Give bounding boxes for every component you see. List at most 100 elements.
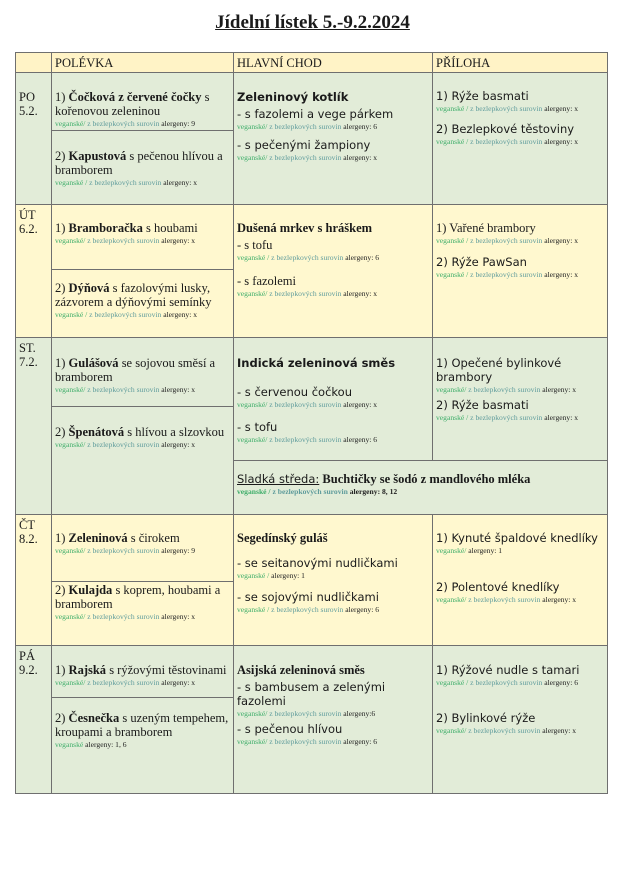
soup-text: 1) Rajská s rýžovými těstovinami — [55, 663, 229, 677]
diet-tags: veganské / z bezlepkových surovin alerge… — [237, 604, 430, 615]
side-text: 1) Rýžové nudle s tamari — [436, 663, 580, 677]
diet-tags: veganské / z bezlepkových surovin alerge… — [436, 412, 605, 423]
gluten-free-label: z bezlepkových surovin — [269, 153, 344, 162]
gluten-free-label: z bezlepkových surovin — [87, 612, 162, 621]
gluten-free-label: z bezlepkových surovin — [269, 289, 344, 298]
side-item: 2) Bezlepkové těstoviny veganské / z bezl… — [436, 122, 605, 147]
allergens-label: alergeny: x — [343, 153, 378, 162]
day-label: ÚT 6.2. — [19, 208, 38, 236]
vegan-label: veganské/ — [55, 678, 88, 687]
side-text: 2) Polentové knedlíky — [436, 580, 560, 594]
vegan-label: veganské / — [237, 571, 272, 580]
diet-tags: veganské / z bezlepkových surovin alerge… — [436, 103, 605, 114]
side-item: 2) Rýže PawSan veganské / z bezlepkových … — [436, 255, 605, 280]
main-dish-option: - s tofu veganské/ z bezlepkových surovin… — [237, 420, 430, 445]
main-dish-option: - s pečenými žampiony veganské/ z bezlepk… — [237, 138, 430, 163]
diet-tags: veganské / z bezlepkových surovin alerge… — [55, 177, 229, 188]
diet-tags: veganské/ z bezlepkových surovin alergen… — [55, 118, 229, 129]
day-cell — [15, 72, 52, 205]
gluten-free-label: z bezlepkových surovin — [470, 270, 545, 279]
side-item: 1) Kynuté špaldové knedlíky veganské/ ale… — [436, 531, 605, 556]
day-label: PO 5.2. — [19, 90, 38, 118]
gluten-free-label: z bezlepkových surovin — [87, 546, 162, 555]
gluten-free-label: z bezlepkových surovin — [271, 253, 346, 262]
vegan-label: veganské/ — [237, 122, 270, 131]
soup-cell — [51, 130, 234, 205]
soup-name: Gulášová — [68, 356, 119, 370]
diet-tags: veganské/ z bezlepkových surovin alergen… — [55, 545, 229, 556]
gluten-free-label: z bezlepkových surovin — [470, 413, 545, 422]
vegan-label: veganské / — [237, 605, 272, 614]
soup-text: 1) Gulášová se sojovou směsí a bramborem — [55, 356, 229, 384]
allergens-label: alergeny: x — [544, 236, 579, 245]
soup-item: 2) Špenátová s hlívou a slzovkou veganské… — [55, 425, 229, 450]
day-label: ST. 7.2. — [19, 341, 38, 369]
soup-number: 1) — [55, 221, 69, 235]
option-text: - s bambusem a zelenými fazolemi — [237, 680, 386, 708]
day-label: ČT 8.2. — [19, 518, 38, 546]
allergens-label: alergeny: 1 — [271, 571, 305, 580]
soup-cell — [51, 72, 234, 131]
soup-description: s uzeným tempehem, kroupami a bramborem — [55, 711, 229, 739]
soup-description: s kořenovou zeleninou — [55, 90, 210, 118]
sweet-dish: Buchtičky se šodó z mandlového mléka — [319, 472, 531, 486]
diet-tags: veganské / alergeny: 1 — [237, 570, 430, 581]
allergens-label: alergeny: x — [544, 270, 579, 279]
soup-item: 2) Dýňová s fazolovými lusky, zázvorem a… — [55, 281, 229, 320]
gluten-free-label: z bezlepkových surovin — [269, 400, 344, 409]
gluten-free-label: z bezlepkových surovin — [269, 122, 344, 131]
main-dish-title: Indická zeleninová směs — [237, 356, 396, 370]
side-item: 1) Opečené bylinkové brambory veganské/ z… — [436, 356, 605, 395]
allergens-label: alergeny: x — [163, 310, 198, 319]
day-label: PÁ 9.2. — [19, 649, 38, 677]
diet-tags: veganské/ z bezlepkových surovin alergen… — [237, 434, 430, 445]
side-item: 1) Rýžové nudle s tamari veganské / z bez… — [436, 663, 605, 688]
diet-tags: veganské/ z bezlepkových surovin alergen… — [237, 708, 430, 719]
soup-text: 2) Dýňová s fazolovými lusky, zázvorem a… — [55, 281, 229, 309]
gluten-free-label: z bezlepkových surovin — [87, 236, 162, 245]
main-cell — [233, 204, 433, 338]
soup-description: s koprem, houbami a bramborem — [55, 583, 221, 611]
vegan-label: veganské/ — [237, 435, 270, 444]
vegan-label: veganské / — [237, 487, 273, 496]
diet-tags: veganské / z bezlepkových surovin alerge… — [436, 136, 605, 147]
day-cell — [15, 337, 52, 515]
option-text: - se sojovými nudličkami — [237, 590, 379, 604]
column-header-side: PŘÍLOHA — [436, 56, 491, 70]
soup-item: 2) Česnečka s uzeným tempehem, kroupami … — [55, 711, 229, 750]
sweet-label: Sladká středa: — [237, 472, 320, 486]
gluten-free-label: z bezlepkových surovin — [269, 737, 344, 746]
vegan-label: veganské / — [436, 236, 471, 245]
day-cell — [15, 645, 52, 794]
allergens-label: alergeny: x — [544, 413, 579, 422]
soup-description: s pečenou hlívou a bramborem — [55, 149, 223, 177]
soup-cell — [51, 697, 234, 794]
day-date: 6.2. — [19, 222, 38, 236]
option-text: - s červenou čočkou — [237, 385, 352, 399]
side-item: 1) Rýže basmati veganské / z bezlepkových… — [436, 89, 605, 114]
main-dish-option: - s červenou čočkou veganské/ z bezlepkov… — [237, 385, 430, 410]
soup-item: 1) Gulášová se sojovou směsí a bramborem… — [55, 356, 229, 395]
gluten-free-label: z bezlepkových surovin — [470, 137, 545, 146]
diet-tags: veganské/ alergeny: 1 — [436, 545, 605, 556]
side-text: 1) Opečené bylinkové brambory — [436, 356, 562, 384]
vegan-label: veganské/ — [237, 400, 270, 409]
day-date: 8.2. — [19, 532, 38, 546]
allergens-label: alergeny: 6 — [345, 605, 380, 614]
allergens-label: alergeny: x — [161, 612, 196, 621]
main-cell — [233, 514, 433, 646]
gluten-free-label: z bezlepkových surovin — [470, 678, 545, 687]
main-dish-title: Dušená mrkev s hráškem — [237, 221, 373, 235]
allergens-label: alergeny: x — [161, 385, 196, 394]
vegan-label: veganské/ — [55, 119, 88, 128]
gluten-free-label: z bezlepkových surovin — [89, 178, 164, 187]
vegan-label: veganské / — [237, 253, 272, 262]
main-dish-option: - s fazolemi veganské/ z bezlepkových sur… — [237, 274, 430, 299]
diet-tags: veganské/ z bezlepkových surovin alergen… — [237, 121, 430, 132]
gluten-free-label: z bezlepkových surovin — [269, 435, 344, 444]
gluten-free-label: z bezlepkových surovin — [269, 709, 344, 718]
vegan-label: veganské/ — [237, 289, 270, 298]
main-dish-option: - s tofu veganské / z bezlepkových surovi… — [237, 238, 430, 263]
diet-tags: veganské/ z bezlepkových surovin alergen… — [237, 736, 430, 747]
side-text: 2) Bezlepkové těstoviny — [436, 122, 575, 136]
